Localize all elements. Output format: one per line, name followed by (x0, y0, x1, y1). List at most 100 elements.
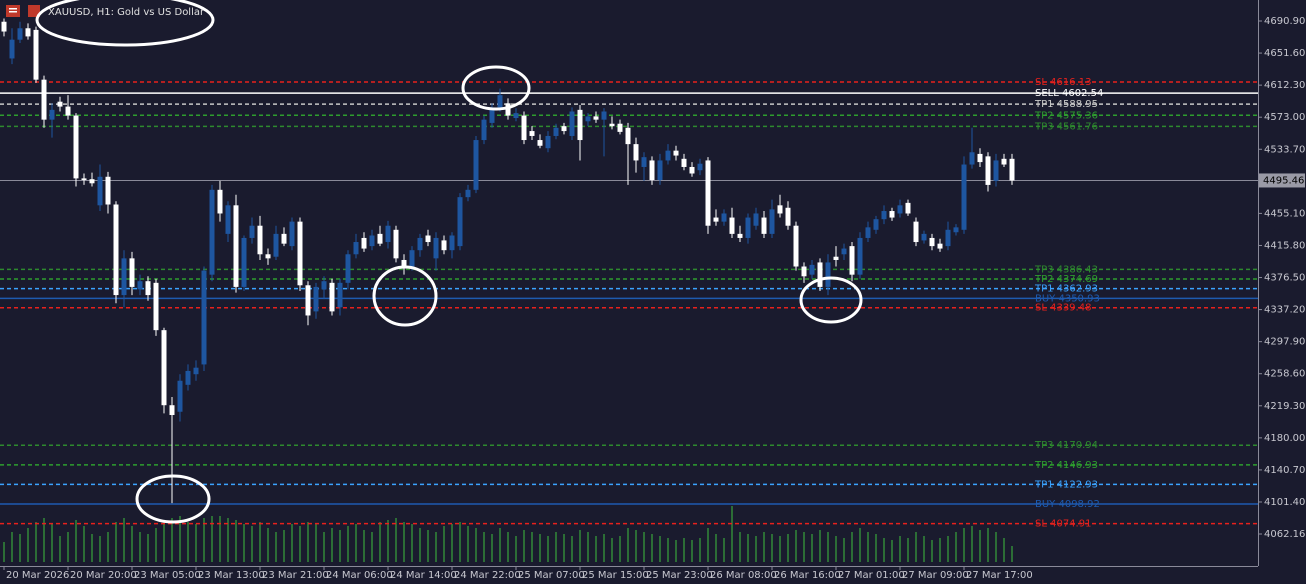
candle-body (673, 150, 679, 156)
candle-body (729, 217, 735, 234)
candle-body (369, 235, 375, 247)
candle-body (593, 116, 599, 120)
y-tick-label: 4180.00 (1264, 433, 1305, 444)
x-tick-label: 25 Mar 23:00 (646, 570, 713, 581)
x-tick-label: 25 Mar 07:00 (518, 570, 585, 581)
x-tick-label: 23 Mar 05:00 (134, 570, 201, 581)
trade-level-label: TP1 4362.93 (1034, 284, 1098, 295)
trade-level-label: TP1 4122.93 (1034, 479, 1098, 490)
candle-body (89, 179, 95, 184)
candle-body (993, 160, 999, 181)
candle-body (785, 207, 791, 226)
candle-body (953, 227, 959, 233)
candle-body (913, 221, 919, 243)
candle-body (657, 160, 663, 181)
candle-body (377, 233, 383, 244)
candle-body (625, 127, 631, 145)
y-tick-label: 4376.50 (1264, 273, 1305, 284)
annotation-ellipse (372, 265, 438, 327)
candle-body (601, 111, 607, 120)
y-tick-label: 4101.40 (1264, 497, 1305, 508)
y-tick-label: 4533.70 (1264, 144, 1305, 155)
trade-level-label: TP3 4386.43 (1034, 264, 1098, 275)
candle-body (137, 281, 143, 290)
x-tick-label: 23 Mar 13:00 (198, 570, 265, 581)
candle-body (345, 254, 351, 283)
x-tick-label: 24 Mar 06:00 (326, 570, 393, 581)
candle-body (585, 116, 591, 122)
candle-body (41, 79, 47, 120)
trade-level-label: TP2 4575.36 (1034, 110, 1098, 121)
candle-body (489, 107, 495, 123)
candle-body (105, 176, 111, 205)
candle-body (649, 160, 655, 181)
candle-body (25, 28, 31, 37)
candle-body (97, 176, 103, 206)
candle-body (577, 109, 583, 141)
candle-body (809, 264, 815, 275)
candle-body (129, 258, 135, 287)
candle-body (873, 219, 879, 230)
candle-body (321, 281, 327, 290)
candle-body (329, 282, 335, 312)
y-tick-label: 4455.10 (1264, 208, 1305, 219)
candle-body (145, 281, 151, 296)
y-tick-label: 4573.00 (1264, 112, 1305, 123)
candle-body (17, 28, 23, 40)
candle-body (753, 213, 759, 226)
trade-level-label: SELL 4602.54 (1035, 88, 1103, 99)
candle-body (961, 164, 967, 230)
annotation-ellipse (135, 474, 211, 524)
candle-body (497, 95, 503, 108)
candle-body (889, 211, 895, 218)
candle-body (521, 115, 527, 141)
annotation-ellipse (461, 65, 531, 111)
candle-body (425, 235, 431, 243)
candle-body (857, 237, 863, 275)
candle-body (361, 237, 367, 249)
y-tick-label: 4258.60 (1264, 369, 1305, 380)
candle-body (609, 123, 615, 127)
icon (9, 11, 17, 13)
trade-level-label: TP2 4374.69 (1034, 274, 1098, 285)
candle-body (113, 204, 119, 296)
y-tick-label: 4219.30 (1264, 401, 1305, 412)
candle-body (33, 29, 39, 80)
title-icons (6, 5, 40, 17)
candle-body (121, 258, 127, 296)
candle-body (289, 221, 295, 247)
y-tick-label: 4690.90 (1264, 16, 1305, 27)
y-tick-label: 4651.60 (1264, 48, 1305, 59)
candle-body (57, 101, 63, 107)
candle-body (185, 370, 191, 385)
candle-body (705, 160, 711, 226)
candle-body (745, 217, 751, 238)
candle-body (81, 178, 87, 181)
candle-body (281, 233, 287, 244)
trade-level-label: TP2 4146.93 (1034, 460, 1098, 471)
chart-title: XAUUSD, H1: Gold vs US Dollar (48, 7, 205, 18)
candle-body (409, 250, 415, 267)
candle-body (473, 140, 479, 190)
candle-body (305, 285, 311, 316)
candle-body (849, 246, 855, 275)
candle-body (905, 202, 911, 214)
trade-level-label: TP1 4588.95 (1034, 99, 1098, 110)
candle-body (201, 270, 207, 365)
candle-body (721, 213, 727, 222)
y-tick-label: 4297.90 (1264, 337, 1305, 348)
candle-body (65, 106, 71, 116)
candle-body (393, 229, 399, 259)
candle-body (385, 225, 391, 243)
x-tick-label: 23 Mar 21:00 (262, 570, 329, 581)
candle-body (73, 115, 79, 179)
icon (9, 8, 17, 10)
trade-level-label: BUY 4350.93 (1035, 293, 1100, 304)
candle-body (833, 256, 839, 260)
candle-body (401, 259, 407, 269)
candle-body (273, 233, 279, 257)
y-tick-label: 4337.20 (1264, 305, 1305, 316)
x-tick-label: 20 Mar 20:00 (70, 570, 137, 581)
